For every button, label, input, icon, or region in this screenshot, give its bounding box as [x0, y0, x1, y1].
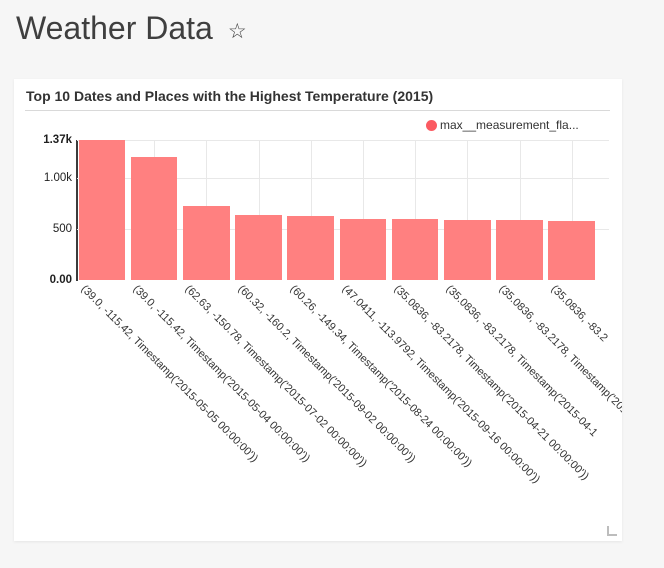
- horizontal-gridline: [77, 140, 609, 141]
- dashboard-widget-card: Top 10 Dates and Places with the Highest…: [14, 79, 622, 541]
- vertical-gridline: [571, 140, 573, 280]
- x-tick-label: (39.0, -115.42, Timestamp('2015-05-05 00…: [78, 283, 261, 465]
- bar[interactable]: [548, 221, 595, 280]
- bar[interactable]: [235, 215, 282, 280]
- vertical-gridline: [415, 140, 417, 280]
- legend-marker-icon: [426, 119, 437, 131]
- plot-area: 0.00 500 1.00k 1.37k (39.0, -115.42, Timesta…: [14, 79, 622, 541]
- x-tick-label: (39.0, -115.42, Timestamp('2015-05-04 00…: [130, 283, 313, 465]
- legend-label: max__measurement_fla...: [440, 118, 579, 132]
- x-tick-label: (47.0411, -113.9792, Timestamp('2015-09-…: [339, 283, 543, 486]
- x-tick-label: (35.0836, -83.2178, Timestamp('2015-04-2…: [391, 283, 592, 483]
- vertical-gridline: [258, 140, 260, 280]
- vertical-gridline: [362, 140, 364, 280]
- bar[interactable]: [496, 219, 543, 280]
- y-tick-label: 0.00: [49, 274, 72, 286]
- y-axis-line: [76, 140, 78, 281]
- chart-title: Top 10 Dates and Places with the Highest…: [26, 88, 434, 104]
- vertical-gridline: [467, 140, 469, 280]
- y-tick-label: 1.00k: [43, 171, 72, 184]
- x-tick-label: (60.26, -149.34, Timestamp('2015-08-24 0…: [287, 283, 474, 470]
- bar[interactable]: [183, 206, 230, 280]
- resize-grip-icon[interactable]: [607, 526, 617, 536]
- bar[interactable]: [444, 219, 491, 280]
- y-tick-label: 1.37k: [43, 134, 72, 146]
- bar[interactable]: [339, 219, 387, 280]
- bar[interactable]: [130, 157, 178, 280]
- favorite-star-icon[interactable]: ☆: [227, 19, 247, 43]
- title-divider: [25, 110, 610, 111]
- bar[interactable]: [78, 140, 126, 280]
- page-header: Weather Data ☆: [16, 8, 247, 50]
- bar[interactable]: [391, 219, 439, 280]
- vertical-gridline: [310, 140, 312, 280]
- vertical-gridline: [519, 140, 521, 280]
- legend-item[interactable]: max__measurement_fla...: [426, 118, 579, 132]
- page-title: Weather Data: [16, 10, 213, 46]
- x-tick-label: (60.32, -160.2, Timestamp('2015-09-02 00…: [235, 283, 418, 466]
- horizontal-gridline: [77, 177, 609, 179]
- y-tick-label: 500: [52, 222, 72, 235]
- bar[interactable]: [287, 215, 334, 280]
- x-tick-label: (62.63, -150.78, Timestamp('2015-07-02 0…: [182, 283, 370, 470]
